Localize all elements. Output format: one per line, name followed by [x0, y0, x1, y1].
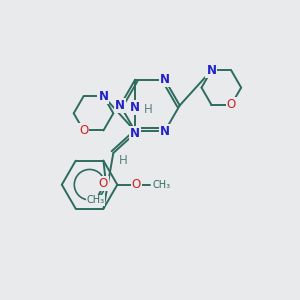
Text: H: H: [119, 154, 128, 167]
Text: O: O: [226, 98, 236, 111]
Text: N: N: [206, 64, 216, 77]
Text: H: H: [144, 103, 152, 116]
Text: O: O: [131, 178, 141, 191]
Text: N: N: [160, 125, 170, 138]
Text: O: O: [99, 177, 108, 190]
Text: N: N: [130, 127, 140, 140]
Text: O: O: [79, 124, 88, 137]
Text: CH₃: CH₃: [86, 195, 105, 205]
Text: N: N: [98, 90, 108, 103]
Text: N: N: [130, 101, 140, 114]
Text: CH₃: CH₃: [153, 180, 171, 190]
Text: N: N: [115, 99, 125, 112]
Text: N: N: [160, 73, 170, 86]
